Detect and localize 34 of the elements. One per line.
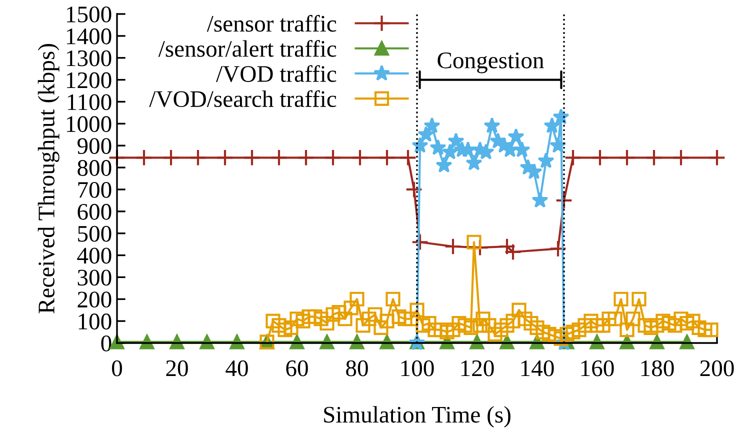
legend-label: /VOD/search traffic <box>149 90 336 108</box>
x-tick-label: 200 <box>700 360 734 376</box>
x-tick-label: 60 <box>286 360 308 376</box>
x-tick-label: 160 <box>581 360 614 376</box>
y-tick-label: 500 <box>78 226 112 242</box>
x-tick-label: 120 <box>461 360 494 376</box>
y-tick-label: 300 <box>78 270 112 286</box>
annotation: Congestion <box>438 52 544 74</box>
y-tick-label: 1000 <box>66 116 112 132</box>
y-tick-label: 1400 <box>66 28 112 44</box>
y-tick-label: 1500 <box>66 6 112 22</box>
y-tick-label: 400 <box>77 248 112 264</box>
y-tick-label: 1200 <box>66 72 112 88</box>
y-axis-title: Received Throughput (kbps) <box>38 44 60 314</box>
y-tick-label: 700 <box>78 182 112 198</box>
legend-label: /sensor/alert traffic <box>158 40 336 57</box>
y-tick-label: 600 <box>78 204 112 220</box>
y-tick-label: 200 <box>78 292 112 308</box>
x-tick-label: 40 <box>226 360 248 376</box>
legend-label: /VOD traffic <box>216 65 336 82</box>
x-tick-label: 140 <box>521 360 554 376</box>
y-tick-label: 0 <box>101 335 112 352</box>
x-tick-label: 0 <box>112 360 122 376</box>
y-tick-label: 800 <box>78 160 112 176</box>
x-tick-label: 20 <box>166 360 188 376</box>
y-tick-label: 100 <box>78 314 112 330</box>
x-tick-label: 100 <box>401 360 434 376</box>
x-axis-title: Simulation Time (s) <box>324 406 510 428</box>
y-tick-label: 900 <box>77 138 112 154</box>
x-tick-label: 180 <box>641 360 674 376</box>
x-tick-label: 80 <box>346 360 368 376</box>
y-tick-label: 1300 <box>66 50 112 66</box>
y-tick-label: 1100 <box>68 94 112 110</box>
legend-label: /sensor traffic <box>206 14 336 32</box>
